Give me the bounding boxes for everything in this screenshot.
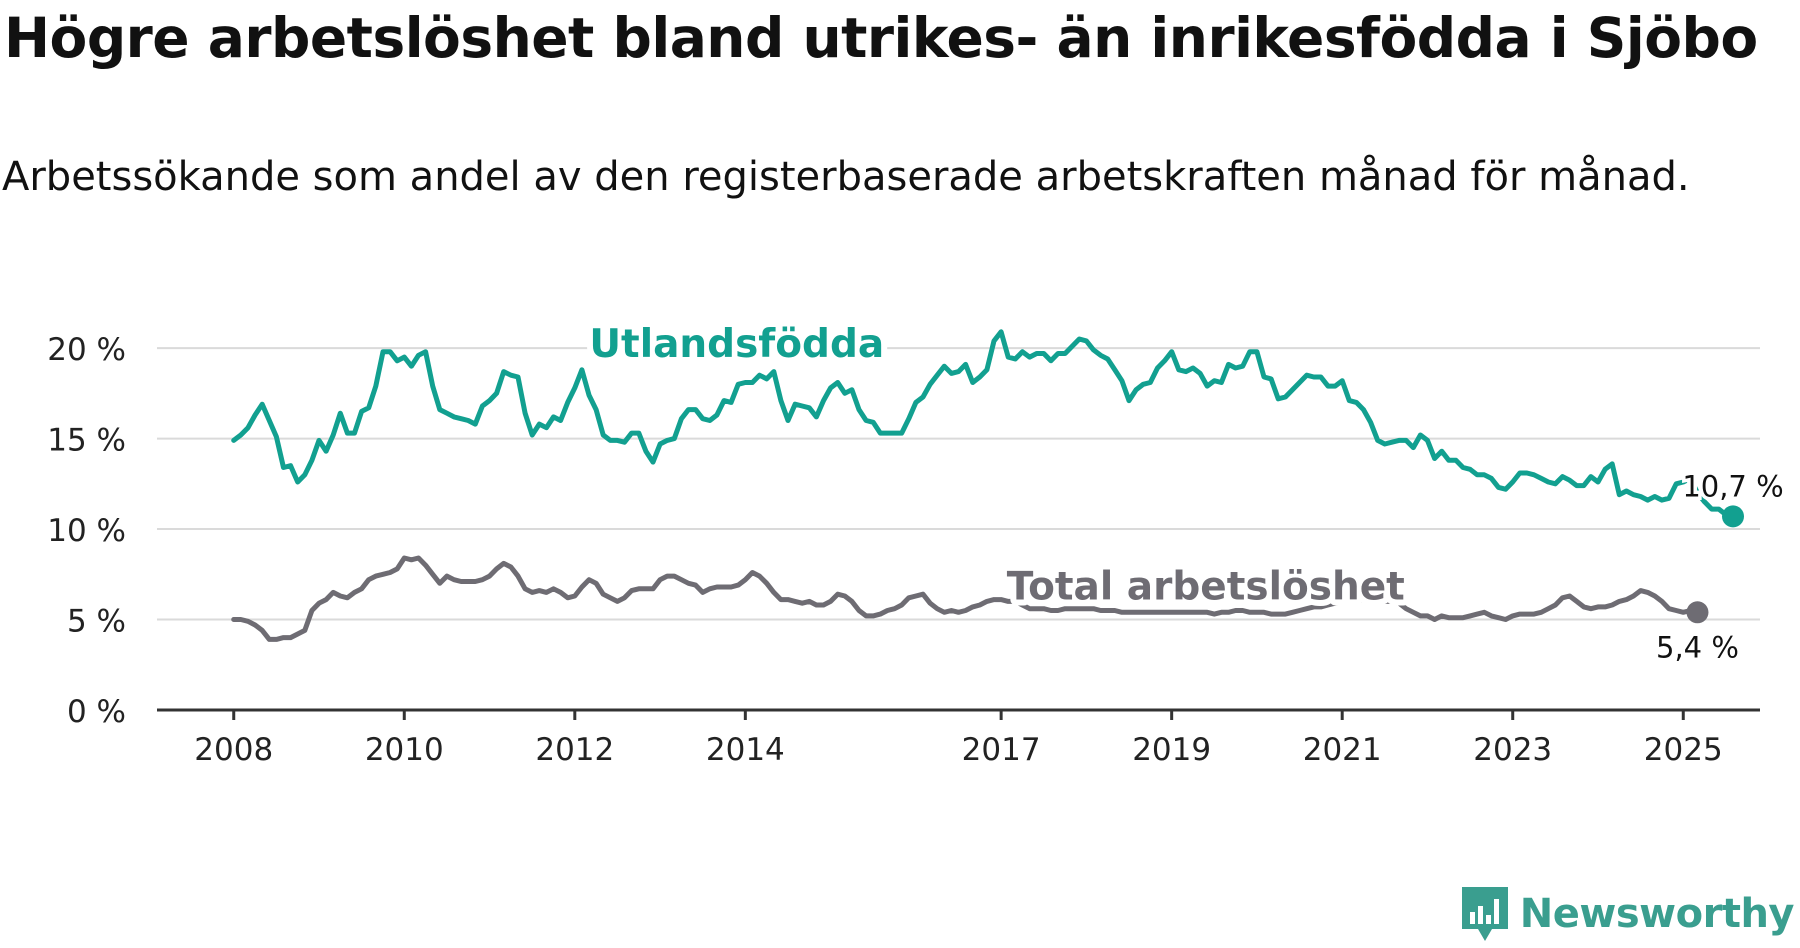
series-label-utlandsfodda: Utlandsfödda	[589, 322, 884, 367]
series-line-total	[231, 555, 1700, 642]
x-tick-label: 2012	[535, 732, 614, 768]
grid-lines	[157, 347, 1760, 621]
x-tick-label: 2010	[365, 732, 444, 768]
end-value-label: 5,4 %	[1656, 630, 1739, 664]
x-tick-label: 2025	[1644, 732, 1723, 768]
chart-subtitle: Arbetssökande som andel av den registerb…	[2, 154, 1690, 200]
y-axis-tick-labels: 0 % 5 % 10 % 15 % 20 %	[47, 332, 126, 730]
y-tick-label: 10 %	[47, 513, 126, 549]
y-tick-label: 15 %	[47, 423, 126, 459]
chart-title: Högre arbetslöshet bland utrikes- än inr…	[4, 6, 1758, 70]
x-tick-label: 2017	[962, 732, 1041, 768]
x-tick-label: 2019	[1132, 732, 1211, 768]
newsworthy-logo: Newsworthy	[1460, 885, 1795, 943]
x-axis: 2008 2010 2012 2014 2017 2019 2021 2023 2025	[157, 708, 1760, 768]
brand-name: Newsworthy	[1519, 891, 1795, 937]
series-end-point	[1686, 601, 1709, 624]
x-tick-label: 2008	[194, 732, 273, 768]
newsworthy-logo-icon	[1461, 887, 1508, 941]
unemployment-line-chart: 0 %5 %10 %15 %20 % 2008 2010 2012 2014 2017 2…	[47, 316, 1787, 768]
series-line-utlandsfodda	[231, 329, 1736, 519]
y-tick-label: 20 %	[47, 332, 126, 368]
x-tick-label: 2021	[1303, 732, 1382, 768]
x-tick-label: 2023	[1473, 732, 1552, 768]
series-labels: 10,7 % 5,4 % Utlandsfödda Total arbetslöshe…	[583, 316, 1787, 668]
series-end-point	[1721, 505, 1744, 528]
series-lines	[231, 329, 1744, 642]
end-value-label: 10,7 %	[1682, 469, 1783, 503]
y-tick-label: 5 %	[67, 604, 126, 640]
x-tick-label: 2014	[706, 732, 785, 768]
y-tick-label: 0 %	[67, 694, 126, 730]
series-label-total: Total arbetslöshet	[1007, 565, 1405, 610]
